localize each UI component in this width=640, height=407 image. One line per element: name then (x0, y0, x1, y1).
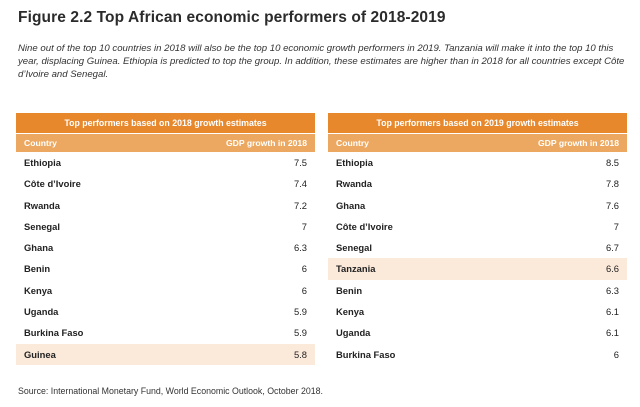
country-cell: Rwanda (24, 199, 60, 211)
country-cell: Uganda (336, 327, 371, 339)
gdp-cell: 6.1 (605, 327, 619, 339)
gdp-cell: 6.7 (605, 242, 619, 254)
gdp-cell: 5.9 (293, 327, 307, 339)
table-body: Ethiopia 8.5 Rwanda 7.8 Ghana 7.6 Côte d’Ivoir… (328, 152, 627, 365)
gdp-cell: 6 (301, 284, 307, 296)
column-header-country: Country (24, 138, 57, 148)
country-cell: Rwanda (336, 178, 372, 190)
country-cell: Côte d’Ivoire (336, 220, 393, 232)
country-cell: Ghana (336, 199, 366, 211)
table-row: Benin 6 (16, 258, 315, 279)
table-row: Ghana 7.6 (328, 195, 627, 216)
column-header-gdp: GDP growth in 2018 (225, 138, 307, 148)
table-row: Guinea 5.8 (16, 343, 315, 365)
gdp-cell: 7.4 (293, 178, 307, 190)
table-2019: Top performers based on 2019 growth esti… (328, 113, 627, 365)
country-cell: Côte d’Ivoire (24, 178, 81, 190)
country-cell: Guinea (24, 348, 56, 360)
country-cell: Ghana (24, 242, 54, 254)
gdp-cell: 6 (301, 263, 307, 275)
gdp-cell: 5.8 (293, 348, 307, 360)
table-row: Côte d’Ivoire 7.4 (16, 173, 315, 194)
gdp-cell: 5.9 (293, 306, 307, 318)
country-cell: Ethiopia (24, 157, 61, 168)
column-header-row: Country GDP growth in 2018 (328, 134, 627, 152)
table-row: Côte d’Ivoire 7 (328, 216, 627, 237)
country-cell: Uganda (24, 306, 59, 318)
gdp-cell: 7 (301, 220, 307, 232)
gdp-cell: 6.3 (293, 242, 307, 254)
table-row: Senegal 7 (16, 216, 315, 237)
table-row: Tanzania 6.6 (328, 258, 627, 280)
table-2018: Top performers based on 2018 growth esti… (16, 113, 315, 365)
table-row: Ethiopia 8.5 (328, 152, 627, 173)
table-row: Uganda 5.9 (16, 301, 315, 322)
gdp-cell: 7 (613, 220, 619, 232)
gdp-cell: 7.8 (605, 178, 619, 190)
figure-title: Figure 2.2 Top African economic performe… (18, 9, 446, 26)
country-cell: Burkina Faso (24, 327, 84, 339)
table-row: Kenya 6.1 (328, 301, 627, 322)
table-row: Senegal 6.7 (328, 237, 627, 258)
country-cell: Senegal (24, 220, 60, 232)
gdp-cell: 6 (613, 348, 619, 360)
table-row: Ghana 6.3 (16, 237, 315, 258)
country-cell: Ethiopia (336, 157, 373, 168)
country-cell: Tanzania (336, 263, 376, 275)
gdp-cell: 7.5 (293, 157, 307, 168)
table-row: Uganda 6.1 (328, 322, 627, 343)
column-header-country: Country (336, 138, 369, 148)
country-cell: Kenya (24, 284, 53, 296)
gdp-cell: 6.6 (605, 263, 619, 275)
table-row: Burkina Faso 5.9 (16, 322, 315, 343)
table-row: Kenya 6 (16, 280, 315, 301)
table-row: Burkina Faso 6 (328, 344, 627, 365)
gdp-cell: 6.3 (605, 284, 619, 296)
table-body: Ethiopia 7.5 Côte d’Ivoire 7.4 Rwanda 7.2 Sene… (16, 152, 315, 365)
table-row: Rwanda 7.2 (16, 195, 315, 216)
country-cell: Kenya (336, 306, 365, 318)
column-header-gdp: GDP growth in 2018 (537, 138, 619, 148)
table-row: Rwanda 7.8 (328, 173, 627, 194)
gdp-cell: 7.6 (605, 199, 619, 211)
country-cell: Senegal (336, 242, 372, 254)
table-row: Benin 6.3 (328, 280, 627, 301)
table-heading: Top performers based on 2019 growth esti… (328, 113, 627, 133)
gdp-cell: 7.2 (293, 199, 307, 211)
source-note: Source: International Monetary Fund, Wor… (18, 386, 323, 396)
gdp-cell: 8.5 (605, 157, 619, 168)
column-header-row: Country GDP growth in 2018 (16, 134, 315, 152)
country-cell: Benin (336, 284, 363, 296)
table-row: Ethiopia 7.5 (16, 152, 315, 173)
country-cell: Burkina Faso (336, 348, 396, 360)
table-heading: Top performers based on 2018 growth esti… (16, 113, 315, 133)
gdp-cell: 6.1 (605, 306, 619, 318)
country-cell: Benin (24, 263, 51, 275)
intro-paragraph: Nine out of the top 10 countries in 2018… (18, 43, 625, 81)
